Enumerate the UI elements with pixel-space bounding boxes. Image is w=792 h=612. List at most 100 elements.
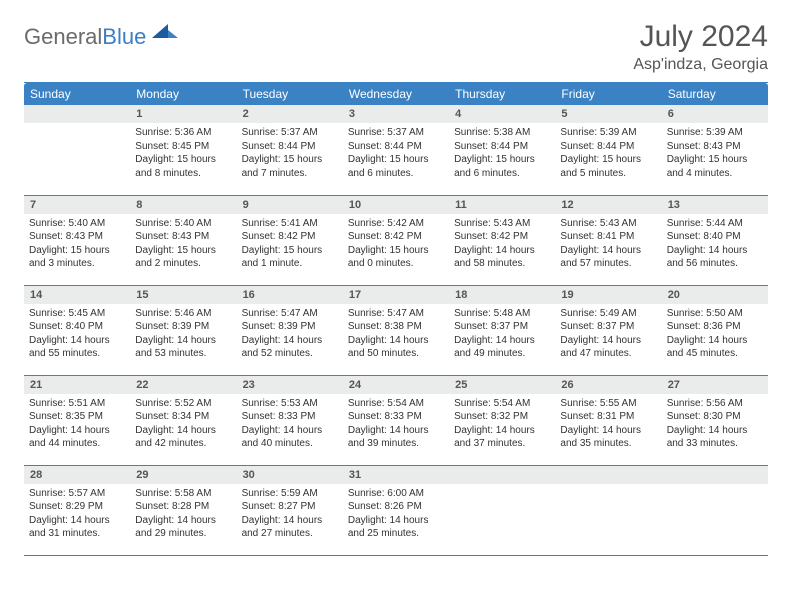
day-details: Sunrise: 5:40 AMSunset: 8:43 PMDaylight:… <box>130 214 236 275</box>
day-number: 14 <box>24 286 130 304</box>
day-number: 6 <box>662 105 768 123</box>
title-block: July 2024 Asp'indza, Georgia <box>633 20 768 74</box>
day-details: Sunrise: 5:47 AMSunset: 8:38 PMDaylight:… <box>343 304 449 365</box>
day-number: 17 <box>343 286 449 304</box>
day-number: 2 <box>237 105 343 123</box>
day-number: 20 <box>662 286 768 304</box>
day-number: 13 <box>662 196 768 214</box>
day-number: 23 <box>237 376 343 394</box>
logo-blue: Blue <box>102 24 146 49</box>
logo-text: GeneralBlue <box>24 24 146 50</box>
day-number: 30 <box>237 466 343 484</box>
day-number: 27 <box>662 376 768 394</box>
calendar-cell: 30Sunrise: 5:59 AMSunset: 8:27 PMDayligh… <box>237 465 343 555</box>
day-details: Sunrise: 5:56 AMSunset: 8:30 PMDaylight:… <box>662 394 768 455</box>
day-number <box>24 105 130 123</box>
calendar-cell: 8Sunrise: 5:40 AMSunset: 8:43 PMDaylight… <box>130 195 236 285</box>
day-number: 21 <box>24 376 130 394</box>
day-details: Sunrise: 5:39 AMSunset: 8:44 PMDaylight:… <box>555 123 661 184</box>
weekday-header: Saturday <box>662 83 768 106</box>
calendar-cell: 2Sunrise: 5:37 AMSunset: 8:44 PMDaylight… <box>237 105 343 195</box>
location: Asp'indza, Georgia <box>633 56 768 74</box>
day-number: 29 <box>130 466 236 484</box>
day-details: Sunrise: 5:54 AMSunset: 8:33 PMDaylight:… <box>343 394 449 455</box>
day-details: Sunrise: 5:42 AMSunset: 8:42 PMDaylight:… <box>343 214 449 275</box>
day-number <box>662 466 768 484</box>
weekday-header: Monday <box>130 83 236 106</box>
calendar-cell: 31Sunrise: 6:00 AMSunset: 8:26 PMDayligh… <box>343 465 449 555</box>
logo: GeneralBlue <box>24 20 178 50</box>
calendar-cell: 15Sunrise: 5:46 AMSunset: 8:39 PMDayligh… <box>130 285 236 375</box>
day-details: Sunrise: 5:48 AMSunset: 8:37 PMDaylight:… <box>449 304 555 365</box>
day-number: 10 <box>343 196 449 214</box>
calendar-cell: 14Sunrise: 5:45 AMSunset: 8:40 PMDayligh… <box>24 285 130 375</box>
day-number: 11 <box>449 196 555 214</box>
day-number: 3 <box>343 105 449 123</box>
calendar-cell: 21Sunrise: 5:51 AMSunset: 8:35 PMDayligh… <box>24 375 130 465</box>
calendar-cell <box>555 465 661 555</box>
calendar-cell: 29Sunrise: 5:58 AMSunset: 8:28 PMDayligh… <box>130 465 236 555</box>
day-details: Sunrise: 5:37 AMSunset: 8:44 PMDaylight:… <box>343 123 449 184</box>
day-details: Sunrise: 5:52 AMSunset: 8:34 PMDaylight:… <box>130 394 236 455</box>
calendar-row: 28Sunrise: 5:57 AMSunset: 8:29 PMDayligh… <box>24 465 768 555</box>
day-details: Sunrise: 5:45 AMSunset: 8:40 PMDaylight:… <box>24 304 130 365</box>
header: GeneralBlue July 2024 Asp'indza, Georgia <box>24 20 768 74</box>
day-number: 5 <box>555 105 661 123</box>
logo-general: General <box>24 24 102 49</box>
day-details: Sunrise: 5:53 AMSunset: 8:33 PMDaylight:… <box>237 394 343 455</box>
calendar-row: 14Sunrise: 5:45 AMSunset: 8:40 PMDayligh… <box>24 285 768 375</box>
day-details: Sunrise: 5:43 AMSunset: 8:42 PMDaylight:… <box>449 214 555 275</box>
calendar-cell: 17Sunrise: 5:47 AMSunset: 8:38 PMDayligh… <box>343 285 449 375</box>
calendar-cell: 18Sunrise: 5:48 AMSunset: 8:37 PMDayligh… <box>449 285 555 375</box>
calendar-cell <box>24 105 130 195</box>
day-details: Sunrise: 5:40 AMSunset: 8:43 PMDaylight:… <box>24 214 130 275</box>
day-number: 1 <box>130 105 236 123</box>
weekday-header: Wednesday <box>343 83 449 106</box>
calendar-row: 1Sunrise: 5:36 AMSunset: 8:45 PMDaylight… <box>24 105 768 195</box>
calendar-cell: 5Sunrise: 5:39 AMSunset: 8:44 PMDaylight… <box>555 105 661 195</box>
calendar-cell: 19Sunrise: 5:49 AMSunset: 8:37 PMDayligh… <box>555 285 661 375</box>
calendar-row: 7Sunrise: 5:40 AMSunset: 8:43 PMDaylight… <box>24 195 768 285</box>
calendar-cell: 28Sunrise: 5:57 AMSunset: 8:29 PMDayligh… <box>24 465 130 555</box>
day-details: Sunrise: 5:59 AMSunset: 8:27 PMDaylight:… <box>237 484 343 545</box>
day-details: Sunrise: 5:39 AMSunset: 8:43 PMDaylight:… <box>662 123 768 184</box>
day-number: 25 <box>449 376 555 394</box>
day-details: Sunrise: 6:00 AMSunset: 8:26 PMDaylight:… <box>343 484 449 545</box>
calendar-cell: 13Sunrise: 5:44 AMSunset: 8:40 PMDayligh… <box>662 195 768 285</box>
calendar-cell: 25Sunrise: 5:54 AMSunset: 8:32 PMDayligh… <box>449 375 555 465</box>
day-number: 15 <box>130 286 236 304</box>
calendar-cell: 20Sunrise: 5:50 AMSunset: 8:36 PMDayligh… <box>662 285 768 375</box>
day-number: 9 <box>237 196 343 214</box>
calendar-body: 1Sunrise: 5:36 AMSunset: 8:45 PMDaylight… <box>24 105 768 555</box>
calendar-cell: 22Sunrise: 5:52 AMSunset: 8:34 PMDayligh… <box>130 375 236 465</box>
weekday-header: Thursday <box>449 83 555 106</box>
calendar-cell <box>662 465 768 555</box>
day-details: Sunrise: 5:37 AMSunset: 8:44 PMDaylight:… <box>237 123 343 184</box>
day-number: 24 <box>343 376 449 394</box>
day-details: Sunrise: 5:55 AMSunset: 8:31 PMDaylight:… <box>555 394 661 455</box>
day-number: 16 <box>237 286 343 304</box>
calendar-cell: 7Sunrise: 5:40 AMSunset: 8:43 PMDaylight… <box>24 195 130 285</box>
calendar-cell: 1Sunrise: 5:36 AMSunset: 8:45 PMDaylight… <box>130 105 236 195</box>
calendar-cell: 27Sunrise: 5:56 AMSunset: 8:30 PMDayligh… <box>662 375 768 465</box>
day-details: Sunrise: 5:38 AMSunset: 8:44 PMDaylight:… <box>449 123 555 184</box>
day-number: 7 <box>24 196 130 214</box>
day-number: 12 <box>555 196 661 214</box>
day-details: Sunrise: 5:43 AMSunset: 8:41 PMDaylight:… <box>555 214 661 275</box>
weekday-header: Sunday <box>24 83 130 106</box>
calendar-cell: 12Sunrise: 5:43 AMSunset: 8:41 PMDayligh… <box>555 195 661 285</box>
day-number: 4 <box>449 105 555 123</box>
day-number <box>449 466 555 484</box>
calendar-cell: 26Sunrise: 5:55 AMSunset: 8:31 PMDayligh… <box>555 375 661 465</box>
logo-triangle-icon <box>152 24 178 47</box>
day-details: Sunrise: 5:57 AMSunset: 8:29 PMDaylight:… <box>24 484 130 545</box>
day-details: Sunrise: 5:46 AMSunset: 8:39 PMDaylight:… <box>130 304 236 365</box>
day-number: 18 <box>449 286 555 304</box>
day-details: Sunrise: 5:50 AMSunset: 8:36 PMDaylight:… <box>662 304 768 365</box>
calendar-cell <box>449 465 555 555</box>
weekday-header: Friday <box>555 83 661 106</box>
day-details: Sunrise: 5:58 AMSunset: 8:28 PMDaylight:… <box>130 484 236 545</box>
day-number: 22 <box>130 376 236 394</box>
calendar-table: SundayMondayTuesdayWednesdayThursdayFrid… <box>24 82 768 556</box>
day-details: Sunrise: 5:49 AMSunset: 8:37 PMDaylight:… <box>555 304 661 365</box>
